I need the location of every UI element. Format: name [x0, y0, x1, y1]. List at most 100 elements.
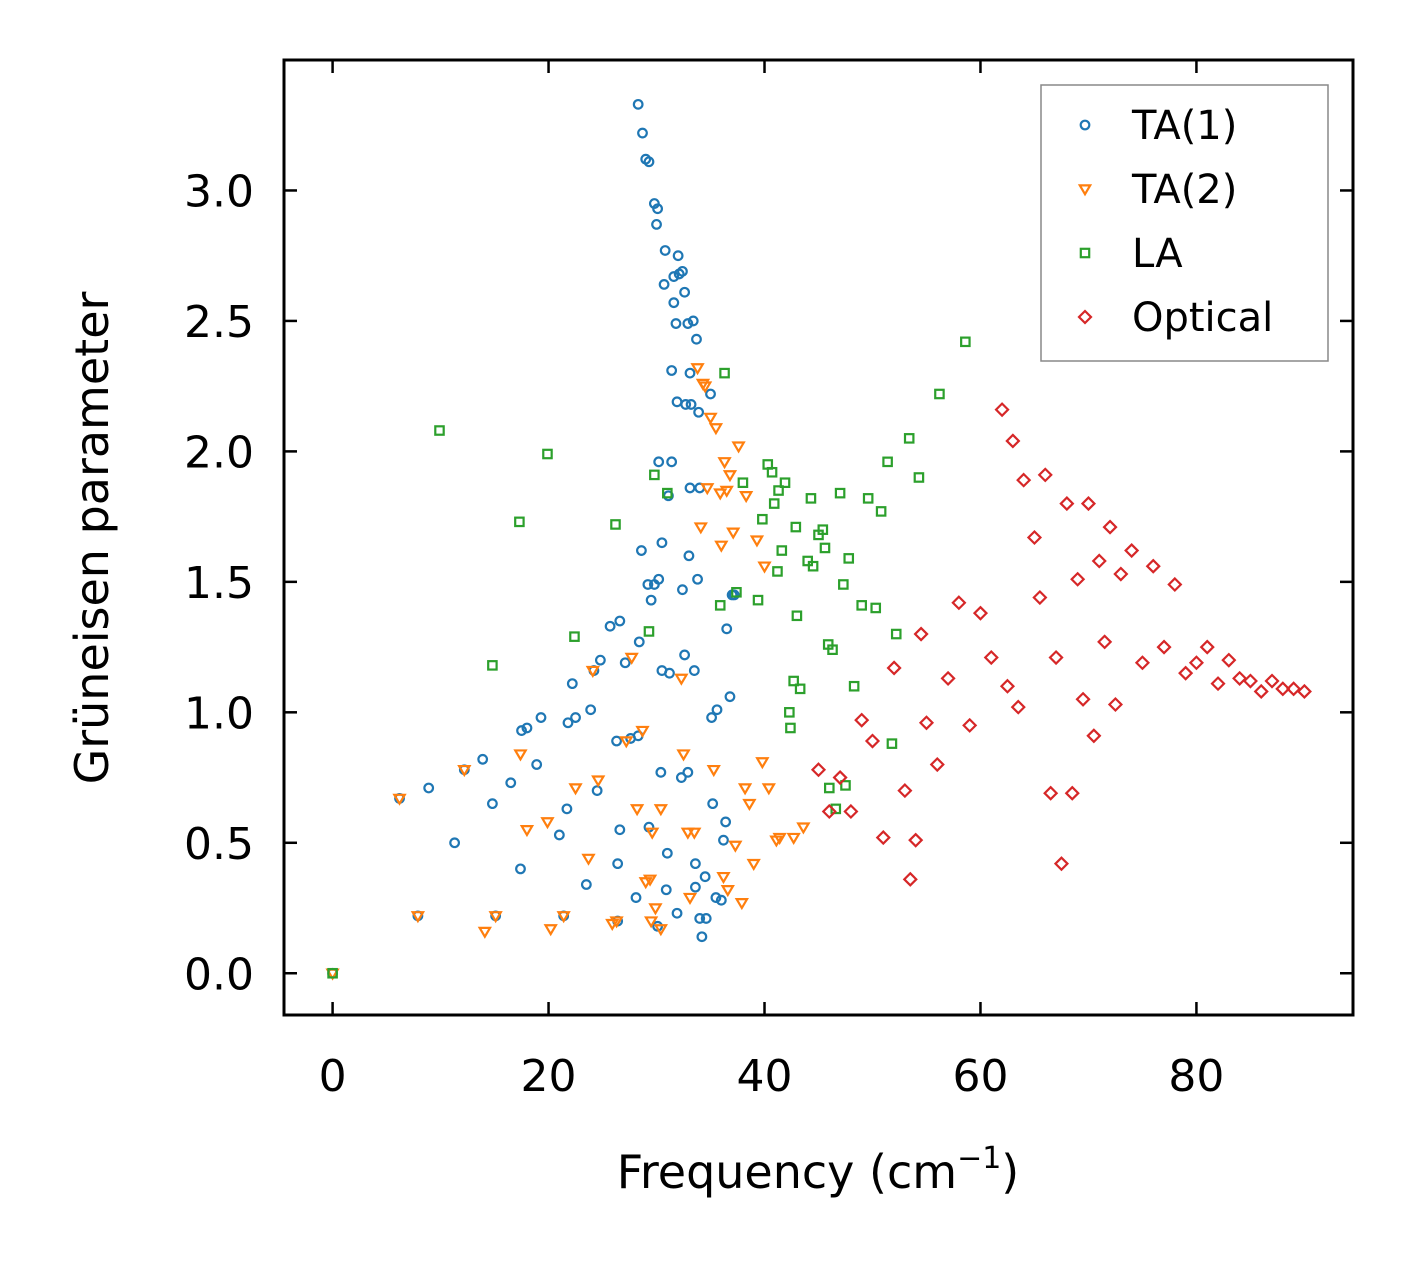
data-point-optical — [1296, 683, 1312, 700]
x-tick-label: 40 — [737, 1051, 793, 1102]
data-point-ta-1- — [671, 396, 683, 408]
data-point-ta-1- — [666, 365, 678, 376]
data-point-ta-1- — [666, 456, 678, 468]
data-point-la — [542, 448, 553, 460]
data-point-ta-1- — [585, 704, 597, 716]
data-point-ta-1- — [680, 399, 692, 410]
data-point-ta-1- — [611, 735, 622, 747]
data-point-la — [890, 628, 902, 640]
data-point-ta-1- — [682, 766, 694, 778]
data-point-ta-1- — [687, 315, 699, 327]
data-point-la — [960, 336, 971, 348]
data-point-ta-2- — [674, 673, 689, 686]
data-point-ta-1- — [684, 367, 696, 379]
x-tick-label: 0 — [319, 1051, 347, 1102]
data-point-ta-1- — [682, 318, 694, 329]
legend-marker-ta-1- — [1079, 119, 1091, 131]
data-point-la — [862, 493, 874, 504]
data-point-ta-1- — [671, 907, 683, 919]
data-point-ta-1- — [685, 399, 697, 410]
data-point-ta-2- — [796, 822, 811, 835]
data-point-ta-1- — [651, 218, 662, 230]
data-point-ta-1- — [728, 589, 740, 601]
data-point-la — [823, 782, 835, 794]
data-point-ta-1- — [721, 623, 733, 635]
data-point-la — [772, 566, 783, 577]
data-point-ta-2- — [703, 412, 718, 425]
data-point-optical — [1091, 553, 1107, 569]
data-point-optical — [1064, 785, 1080, 801]
data-point-la — [840, 780, 851, 791]
data-point-ta-2- — [624, 652, 639, 665]
data-point-ta-1- — [692, 573, 703, 585]
data-point-la — [807, 560, 819, 572]
data-point-ta-1- — [672, 250, 684, 262]
data-point-ta-1- — [705, 388, 716, 400]
data-point-ta-2- — [629, 804, 645, 817]
data-point-ta-1- — [718, 834, 729, 846]
data-point-la — [731, 586, 742, 598]
data-point-optical — [1032, 589, 1048, 606]
data-point-optical — [1113, 566, 1129, 582]
data-point-optical — [1188, 655, 1204, 671]
data-point-la — [643, 626, 655, 637]
data-point-ta-1- — [700, 913, 712, 924]
points-layer — [325, 98, 1312, 981]
data-point-optical — [1043, 785, 1059, 801]
data-point-ta-2- — [742, 798, 757, 812]
data-point-ta-2- — [619, 736, 634, 749]
data-point-optical — [994, 402, 1010, 418]
data-point-la — [827, 644, 838, 655]
data-point-optical — [1178, 665, 1194, 681]
plot-frame — [282, 58, 1355, 1017]
data-point-la — [649, 469, 660, 481]
data-point-ta-1- — [505, 777, 517, 789]
data-point-ta-1- — [423, 782, 435, 794]
y-tick-label: 2.0 — [184, 427, 254, 478]
data-point-ta-2- — [746, 858, 761, 872]
data-point-la — [834, 487, 846, 499]
x-axis-title: Frequency (cm−1) — [617, 1141, 1020, 1199]
data-point-ta-2- — [513, 749, 528, 762]
data-point-la — [719, 367, 730, 379]
data-point-optical — [1086, 728, 1102, 744]
data-point-optical — [1075, 691, 1091, 707]
data-point-ta-2- — [761, 783, 776, 796]
y-tick-label: 1.0 — [184, 688, 254, 739]
data-point-ta-2- — [717, 457, 732, 470]
data-point-ta-1- — [637, 127, 648, 139]
data-point-optical — [897, 783, 913, 799]
data-point-ta-1- — [645, 594, 657, 606]
data-point-ta-2- — [755, 757, 770, 770]
data-point-la — [714, 600, 726, 611]
data-point-optical — [1167, 576, 1183, 593]
data-point-ta-2- — [700, 483, 715, 496]
legend-label-ta-1-: TA(1) — [1131, 103, 1237, 149]
data-point-optical — [1010, 699, 1026, 715]
data-point-ta-1- — [636, 545, 647, 556]
data-point-ta-1- — [633, 636, 645, 648]
data-point-ta-1- — [677, 265, 688, 277]
data-point-la — [779, 477, 791, 489]
data-point-ta-2- — [726, 527, 741, 540]
data-point-ta-1- — [591, 785, 603, 797]
data-point-ta-1- — [693, 406, 705, 418]
data-point-optical — [1059, 496, 1075, 512]
data-point-ta-2- — [714, 540, 729, 553]
data-point-ta-1- — [643, 156, 655, 168]
data-point-ta-2- — [682, 892, 698, 905]
data-point-optical — [1210, 676, 1226, 692]
data-point-ta-1- — [677, 584, 688, 596]
data-point-optical — [929, 756, 945, 773]
data-point-optical — [821, 803, 837, 820]
data-point-ta-1- — [477, 753, 489, 765]
data-point-optical — [962, 717, 978, 733]
data-point-ta-2- — [488, 911, 503, 924]
y-tick-label: 0.5 — [184, 819, 254, 870]
data-point-optical — [1232, 670, 1248, 686]
data-point-ta-2- — [693, 522, 708, 535]
data-point-ta-1- — [664, 667, 675, 679]
data-point-ta-1- — [668, 271, 680, 282]
data-point-optical — [1221, 652, 1237, 668]
